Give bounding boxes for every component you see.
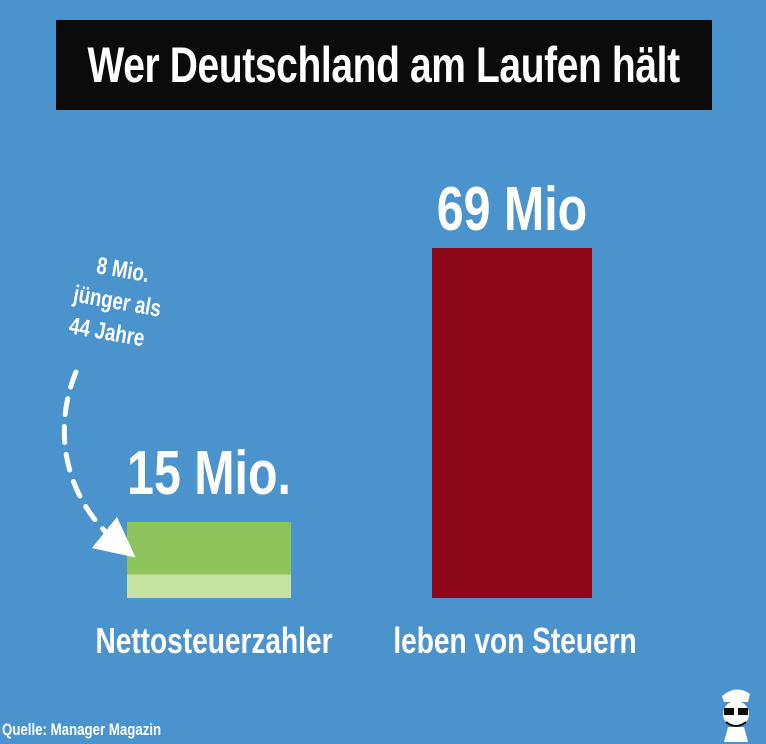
value-label-leben-von-steuern: 69 Mio [437,174,587,243]
category-label-nettosteuerzahler: Nettosteuerzahler [95,621,332,661]
annotation-line-3: 44 Jahre [67,312,146,352]
bar-nettosteuerzahler-top [127,521,291,575]
cartoon-face-icon [722,689,750,742]
source-note: Quelle: Manager Magazin [2,720,162,739]
value-label-nettosteuerzahler: 15 Mio. [127,438,291,507]
category-label-leben-von-steuern: leben von Steuern [393,621,636,661]
title-box: Wer Deutschland am Laufen hält [56,20,712,110]
annotation-line-1: 8 Mio. [95,252,152,288]
chart-title: Wer Deutschland am Laufen hält [87,37,681,93]
bar-nettosteuerzahler-bottom [127,574,291,598]
bar-leben-von-steuern [432,248,592,598]
annotation-arrow [61,369,136,558]
